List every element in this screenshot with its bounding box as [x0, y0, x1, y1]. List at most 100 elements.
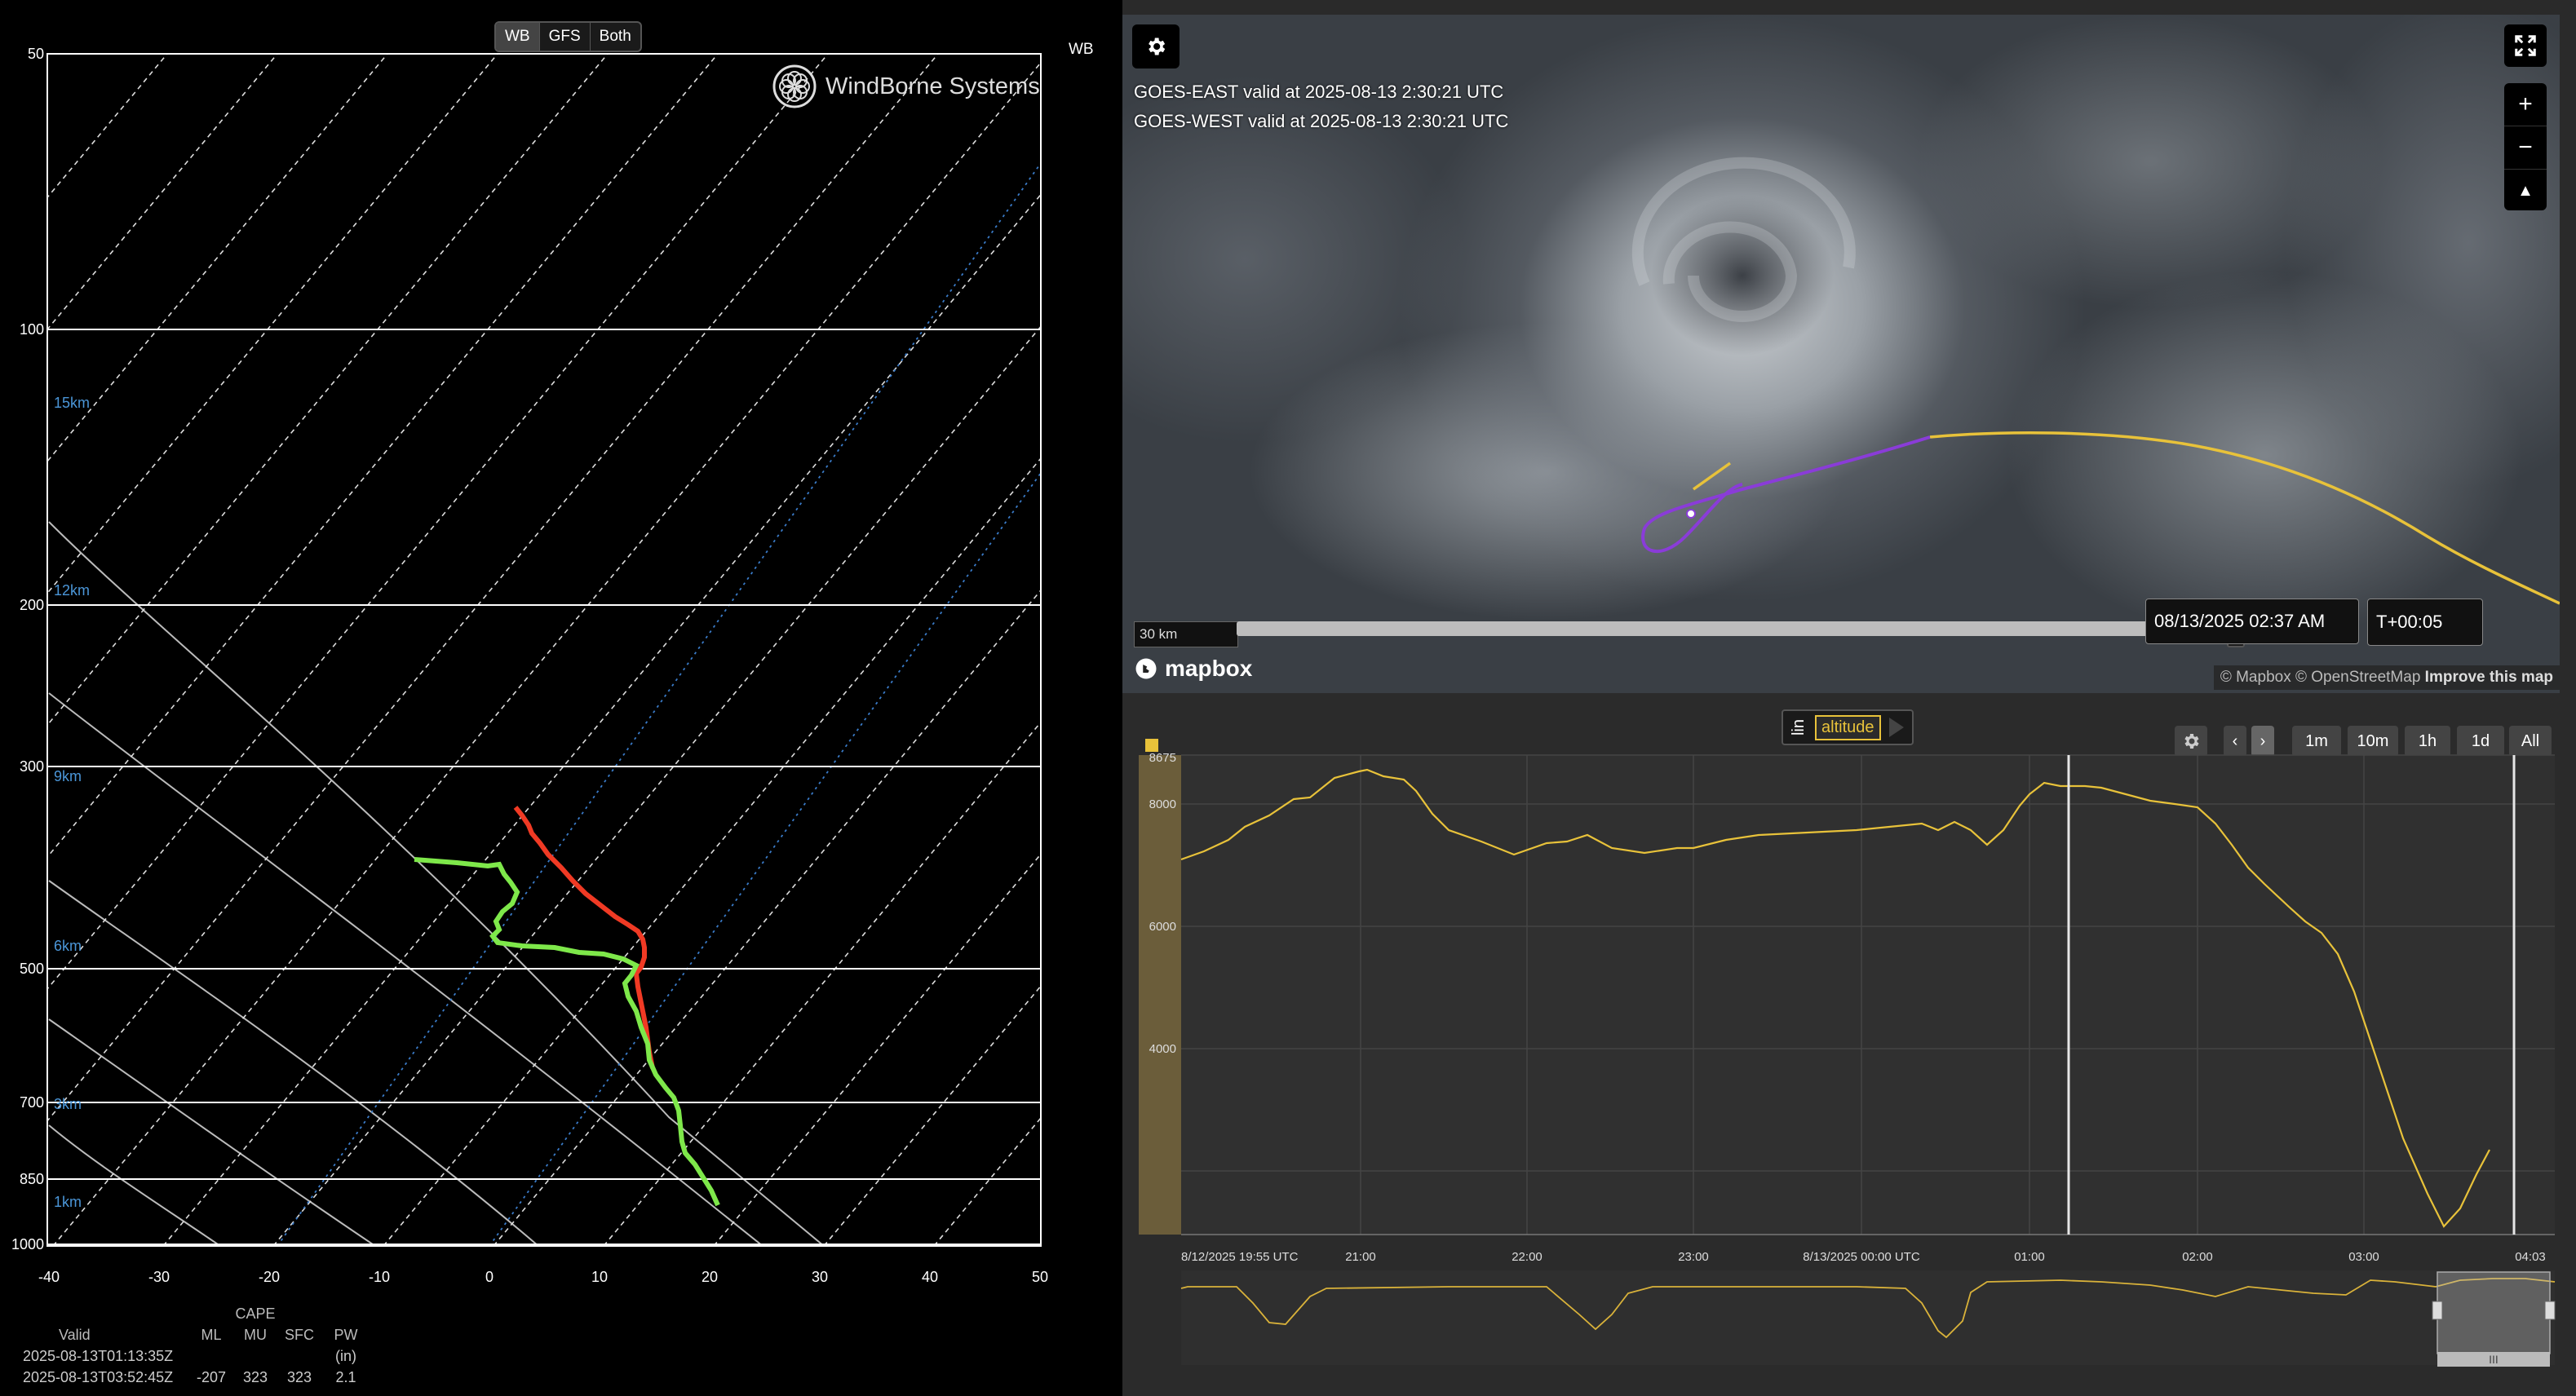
mapbox-logo-text: mapbox — [1165, 656, 1253, 681]
compass-button[interactable]: ▲ — [2517, 181, 2534, 200]
range-1h-button[interactable]: 1h — [2405, 726, 2450, 757]
improve-map-link[interactable]: Improve this map — [2424, 669, 2553, 686]
prev-range-button[interactable]: ‹ — [2224, 726, 2246, 757]
fullscreen-button[interactable] — [2504, 24, 2547, 67]
y-axis-label: 4000 — [1149, 1042, 1176, 1056]
cape-table: CAPE Valid ML MU SFC PW 2025-08-13T01:13… — [23, 1303, 370, 1388]
range-1m-button[interactable]: 1m — [2292, 726, 2341, 757]
wind-barb — [1060, 1027, 1090, 1031]
forecast-track — [1929, 431, 2560, 605]
wind-barb — [1064, 802, 1093, 806]
plot-area — [1181, 755, 2555, 1120]
satellite-map[interactable]: GOES-EAST valid at 2025-08-13 2:30:21 UT… — [1122, 15, 2560, 693]
next-range-button[interactable]: › — [2251, 726, 2274, 757]
time-input[interactable]: 08/13/2025 02:37 AM — [2145, 599, 2359, 644]
wind-barb — [1060, 1174, 1089, 1177]
temp-label: 0 — [485, 1269, 494, 1285]
zoom-out-button[interactable]: − — [2504, 126, 2547, 170]
navigator-right-handle[interactable] — [2544, 1301, 2556, 1320]
source-both-button[interactable]: Both — [599, 28, 631, 45]
source-wb-button[interactable]: WB — [496, 23, 540, 51]
wind-barb — [1060, 1035, 1089, 1038]
wind-barb — [1064, 1012, 1093, 1015]
pw-header: PW — [334, 1326, 358, 1343]
mu-header: MU — [244, 1326, 267, 1343]
navigator-left-handle[interactable] — [2432, 1301, 2443, 1320]
isobars — [47, 329, 1041, 1245]
wind-barb-flag — [1093, 934, 1098, 942]
navigator-line — [1180, 1278, 2556, 1339]
temp-label: 20 — [702, 1269, 718, 1285]
cape-row-valid: 2025-08-13T01:13:35Z — [23, 1347, 174, 1364]
temp-label: -30 — [148, 1269, 170, 1285]
map-settings-button[interactable] — [1132, 24, 1180, 68]
wind-barb-flag — [1090, 918, 1095, 926]
wind-barb — [1067, 857, 1096, 860]
y-axis-label: 8000 — [1149, 797, 1176, 811]
mapbox-logo[interactable]: mapbox — [1134, 656, 1252, 682]
wind-barb — [1064, 942, 1093, 945]
source-gfs-button[interactable]: GFS — [540, 23, 591, 51]
chart-settings-button[interactable] — [2175, 726, 2207, 757]
wind-barb — [1060, 926, 1090, 930]
map-attribution: © Mapbox © OpenStreetMap Improve this ma… — [2213, 665, 2560, 690]
wind-barb-flag — [1088, 1182, 1093, 1190]
skewt-panel: 50 100 200 300 500 700 850 1000 15km 12k… — [0, 0, 1122, 1396]
forecast-track-inner — [1692, 462, 1732, 491]
navigator-window[interactable] — [2437, 1271, 2551, 1354]
sfc-header: SFC — [285, 1326, 314, 1343]
wind-barb-flag — [1088, 1035, 1093, 1043]
navigator-scrollbar[interactable] — [2437, 1352, 2550, 1367]
wind-barb — [1062, 1019, 1091, 1023]
temp-label: 10 — [591, 1269, 608, 1285]
wind-barb-flag — [1091, 872, 1096, 880]
wind-barb — [1068, 1105, 1097, 1108]
balloon-marker[interactable] — [1686, 509, 1696, 519]
wind-barb — [1069, 981, 1098, 984]
zoom-in-button[interactable]: + — [2504, 83, 2547, 126]
wind-barb — [1067, 1136, 1096, 1139]
time-slider[interactable] — [1237, 613, 2245, 647]
range-10m-button[interactable]: 10m — [2348, 726, 2398, 757]
height-label: 1km — [54, 1194, 82, 1210]
wind-barb-flag — [1093, 794, 1098, 802]
wind-barb — [1062, 1159, 1091, 1162]
wind-barb-flag — [1097, 818, 1102, 826]
cape-row-ml: -207 — [196, 1368, 227, 1385]
temp-label: 40 — [922, 1269, 938, 1285]
pressure-label: 50 — [28, 46, 44, 62]
goes-west-valid: GOES-WEST valid at 2025-08-13 2:30:21 UT… — [1134, 111, 1509, 131]
chevron-right-icon: › — [2260, 731, 2266, 750]
y-axis-band — [1139, 755, 1181, 1120]
wind-barb-flag — [1098, 1112, 1103, 1120]
tag-icon[interactable] — [1888, 718, 1904, 737]
wind-barb — [1060, 919, 1089, 922]
x-axis-label: 8/13/2025 00:00 UTC — [1803, 1250, 1920, 1264]
wind-barb-flag — [1091, 1151, 1096, 1159]
range-1d-button[interactable]: 1d — [2457, 726, 2504, 757]
wind-barb-flag — [1095, 1135, 1100, 1143]
wind-barb — [1069, 1120, 1098, 1124]
windborne-logo-text: WindBorne Systems — [825, 73, 1040, 99]
time-offset-input[interactable]: T+00:05 — [2367, 599, 2483, 646]
height-label: 12km — [54, 582, 90, 599]
y-axis-max-label: 8675 — [1149, 751, 1176, 765]
wind-barb-flag — [1098, 965, 1103, 973]
wind-barb-flag — [1098, 833, 1103, 842]
wind-barb — [1062, 1074, 1091, 1077]
skewt-frame — [46, 53, 1042, 1247]
pressure-label: 1000 — [11, 1236, 44, 1252]
wind-barb-flag — [1096, 849, 1101, 857]
range-all-button[interactable]: All — [2509, 726, 2552, 757]
zoom-controls: + − ▲ — [2504, 83, 2547, 210]
wind-barb — [1067, 818, 1096, 821]
gear-icon — [1149, 38, 1166, 55]
pw-unit: (in) — [335, 1347, 356, 1364]
range-navigator[interactable]: III — [1180, 1270, 2556, 1367]
variable-selector[interactable]: altitude — [1815, 714, 1881, 740]
wind-barb-flag — [1088, 1174, 1093, 1182]
wind-barb — [1067, 1097, 1096, 1100]
height-label: 6km — [54, 938, 82, 954]
wind-barb — [1059, 1190, 1088, 1193]
attribution-text[interactable]: © Mapbox © OpenStreetMap — [2220, 669, 2421, 686]
